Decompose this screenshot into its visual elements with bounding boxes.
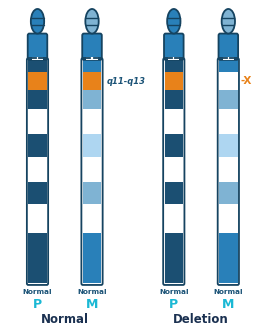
Bar bbox=[164, 204, 183, 233]
Text: P: P bbox=[169, 298, 178, 311]
Bar bbox=[83, 60, 101, 72]
Bar bbox=[168, 57, 179, 59]
Bar bbox=[28, 233, 47, 283]
Bar bbox=[28, 204, 47, 233]
Bar bbox=[28, 72, 47, 90]
Bar bbox=[83, 90, 101, 109]
FancyBboxPatch shape bbox=[219, 34, 238, 60]
Bar bbox=[28, 60, 47, 72]
Text: M: M bbox=[222, 298, 235, 311]
Bar bbox=[164, 60, 183, 72]
FancyBboxPatch shape bbox=[218, 58, 239, 285]
Bar bbox=[219, 182, 238, 204]
Bar bbox=[164, 233, 183, 283]
FancyBboxPatch shape bbox=[82, 34, 102, 60]
Text: Deletion: Deletion bbox=[173, 313, 229, 326]
Text: P: P bbox=[33, 298, 42, 311]
Bar bbox=[83, 204, 101, 233]
Bar bbox=[219, 233, 238, 283]
Ellipse shape bbox=[167, 9, 181, 34]
Bar bbox=[83, 72, 101, 90]
Bar bbox=[164, 90, 183, 109]
Text: M: M bbox=[86, 298, 98, 311]
Bar bbox=[164, 134, 183, 157]
Bar bbox=[219, 60, 238, 72]
Bar bbox=[28, 72, 47, 90]
Bar bbox=[87, 57, 98, 59]
Bar bbox=[164, 72, 183, 90]
Bar bbox=[28, 90, 47, 109]
Text: Normal: Normal bbox=[213, 288, 243, 294]
Text: Normal: Normal bbox=[77, 288, 107, 294]
Bar bbox=[219, 109, 238, 134]
Text: Normal: Normal bbox=[159, 288, 189, 294]
Bar bbox=[219, 90, 238, 109]
Ellipse shape bbox=[222, 9, 235, 34]
Bar bbox=[219, 157, 238, 182]
FancyBboxPatch shape bbox=[28, 34, 47, 60]
Bar bbox=[219, 134, 238, 157]
Bar bbox=[28, 109, 47, 134]
Text: Normal: Normal bbox=[41, 313, 89, 326]
FancyBboxPatch shape bbox=[81, 58, 103, 285]
Bar bbox=[28, 134, 47, 157]
Bar bbox=[83, 182, 101, 204]
Text: -X: -X bbox=[240, 76, 252, 86]
Text: q11-q13: q11-q13 bbox=[107, 77, 146, 85]
FancyBboxPatch shape bbox=[27, 58, 48, 285]
Bar bbox=[83, 72, 101, 90]
Bar bbox=[32, 57, 43, 59]
Bar bbox=[83, 134, 101, 157]
Bar bbox=[83, 109, 101, 134]
Bar bbox=[223, 57, 234, 59]
FancyBboxPatch shape bbox=[163, 58, 184, 285]
Ellipse shape bbox=[85, 9, 99, 34]
Ellipse shape bbox=[31, 9, 44, 34]
Bar bbox=[164, 109, 183, 134]
Bar bbox=[164, 72, 183, 90]
Bar bbox=[28, 157, 47, 182]
Text: Normal: Normal bbox=[23, 288, 52, 294]
Bar bbox=[83, 233, 101, 283]
Bar bbox=[219, 72, 238, 90]
Bar bbox=[219, 204, 238, 233]
Bar bbox=[83, 157, 101, 182]
Bar bbox=[28, 182, 47, 204]
Bar bbox=[164, 157, 183, 182]
Bar bbox=[164, 182, 183, 204]
FancyBboxPatch shape bbox=[164, 34, 184, 60]
